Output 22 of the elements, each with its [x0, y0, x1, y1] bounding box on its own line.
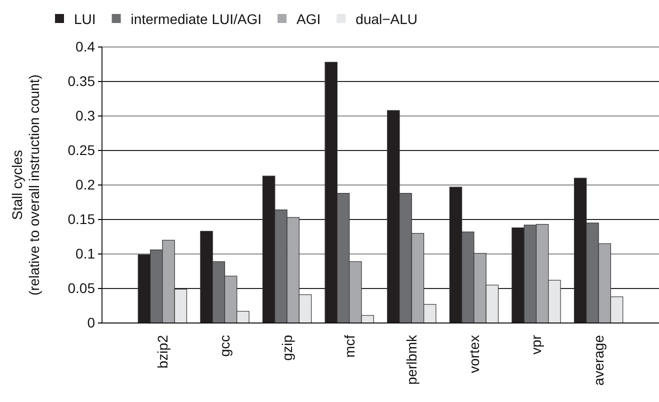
- x-tick-label: vpr: [528, 334, 544, 354]
- y-tick-label: 0.2: [76, 176, 96, 192]
- legend-label: dual−ALU: [356, 10, 418, 27]
- x-tick-label: bzip2: [154, 334, 170, 368]
- x-tick-label: vortex: [466, 335, 482, 374]
- y-tick-label: 0.1: [76, 245, 96, 262]
- y-tick-label: 0.4: [76, 38, 96, 54]
- y-axis-title: Stall cycles (relative to overall instruction count): [9, 74, 42, 296]
- legend-label: LUI: [74, 10, 96, 27]
- x-tick-label: average: [590, 334, 606, 386]
- x-tick-label: gcc: [216, 335, 233, 357]
- y-tick-label: 0.35: [68, 72, 96, 89]
- y-tick-label: 0.15: [68, 210, 96, 227]
- legend-label: intermediate LUI/AGI: [130, 10, 262, 27]
- x-tick-label: mcf: [341, 334, 358, 358]
- y-tick-label: 0.25: [68, 142, 96, 158]
- y-tick-label: 0.05: [68, 280, 96, 296]
- y-tick-label: 0.3: [76, 107, 96, 124]
- legend-label: AGI: [296, 10, 321, 27]
- x-tick-label: perlbmk: [404, 334, 420, 385]
- x-tick-label: gzip: [278, 334, 295, 361]
- y-tick-label: 0: [87, 314, 96, 330]
